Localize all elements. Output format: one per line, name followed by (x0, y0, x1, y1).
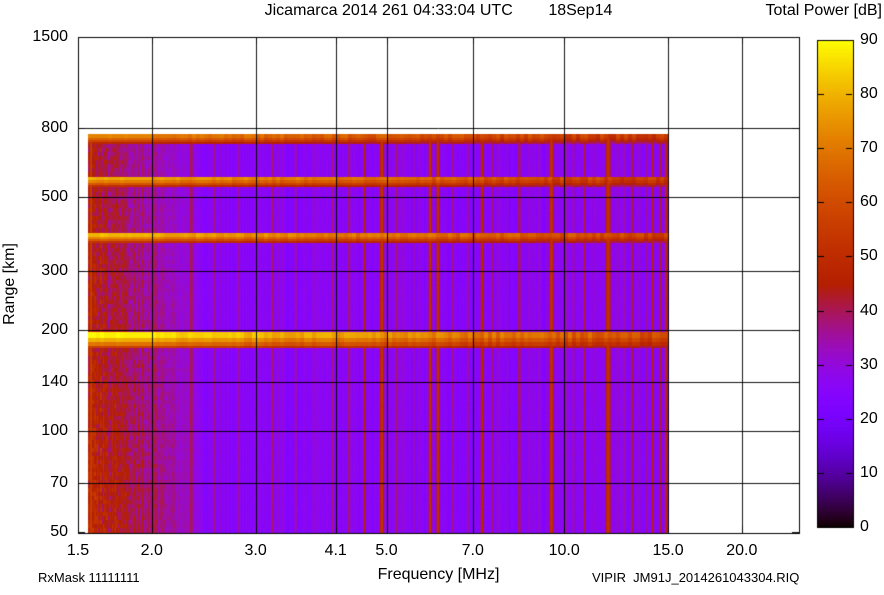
x-tick-label: 10.0 (548, 542, 580, 559)
x-tick-label: 3.0 (244, 542, 267, 559)
x-tick-label: 4.1 (324, 542, 347, 559)
y-tick-label: 100 (41, 421, 68, 439)
y-tick-label: 140 (41, 372, 68, 390)
colorbar-title: Total Power [dB] (765, 2, 883, 19)
colorbar-tick-label: 20 (860, 409, 878, 427)
colorbar-tick-label: 70 (860, 139, 878, 157)
x-tick-label: 2.0 (140, 542, 163, 559)
x-tick-label: 1.5 (66, 542, 90, 559)
colorbar-tick-label: 90 (860, 31, 878, 48)
x-tick-label: 20.0 (726, 542, 758, 559)
y-axis-label: Range [km] (1, 243, 18, 325)
colorbar-tick-label: 50 (860, 247, 878, 265)
y-tick-label: 70 (50, 473, 68, 491)
y-tick-label: 800 (41, 119, 68, 137)
colorbar-tick-label: 30 (860, 355, 878, 373)
y-tick-label: 200 (41, 320, 68, 338)
colorbar-tick-label: 10 (860, 463, 878, 481)
x-tick-label: 7.0 (461, 542, 484, 559)
x-tick-label: 5.0 (375, 542, 398, 559)
colorbar-tick-label: 60 (860, 193, 878, 211)
x-tick-label: 15.0 (652, 542, 684, 559)
x-axis-label: Frequency [MHz] (377, 566, 500, 583)
y-tick-label: 300 (41, 262, 68, 279)
colorbar-tick-label: 0 (860, 518, 869, 535)
colorbar-tick-label: 80 (860, 85, 878, 103)
y-tick-label: 500 (41, 187, 68, 205)
data-file-label: VIPIR JM91J_2014261043304.RIQ (592, 570, 800, 585)
rx-mask-label: RxMask 11111111 (38, 570, 140, 585)
y-tick-label: 50 (50, 522, 68, 540)
colorbar-tick-label: 40 (860, 301, 878, 319)
y-tick-label: 1500 (32, 28, 68, 45)
plot-title: Jicamarca 2014 261 04:33:04 UTC 18Sep14 (264, 2, 613, 19)
